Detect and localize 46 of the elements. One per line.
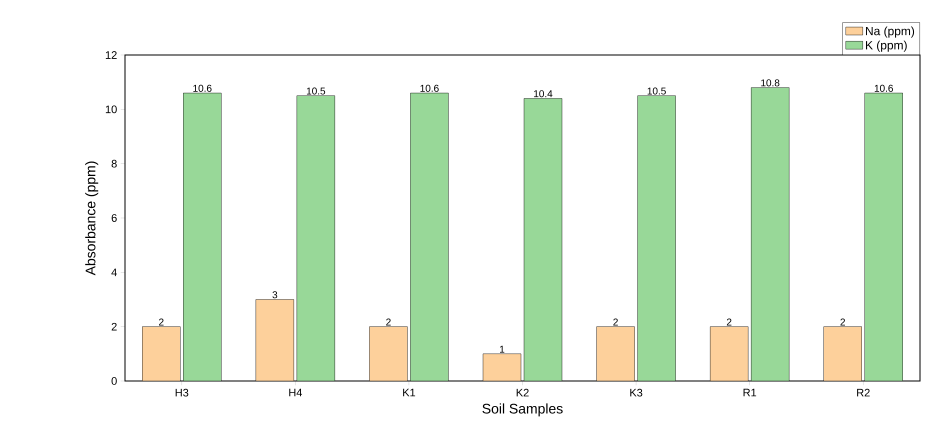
y-tick-label: 4 [111, 268, 117, 276]
bar [183, 93, 222, 381]
bar [482, 354, 522, 381]
data-label: 10.5 [306, 88, 326, 95]
data-label: 2 [840, 318, 845, 326]
bar [524, 98, 562, 381]
data-label: 2 [159, 318, 164, 326]
y-tick-label: 6 [112, 214, 117, 222]
y-tick-label: 12 [106, 51, 117, 59]
x-tick-label: R1 [744, 388, 756, 396]
y-tick-label: 0 [112, 377, 117, 385]
legend-label: Na (ppm) [866, 26, 914, 38]
y-axis-title: Absorbance (ppm) [85, 162, 98, 276]
bar [410, 92, 449, 381]
x-tick-label: K1 [403, 388, 416, 396]
bar [710, 326, 748, 381]
data-label: 10.6 [420, 84, 439, 92]
bar [296, 96, 336, 381]
x-tick-label: K2 [516, 388, 529, 396]
bar [750, 87, 790, 381]
bar [369, 326, 408, 381]
data-label: 3 [272, 291, 278, 298]
y-tick-label: 8 [112, 160, 117, 168]
data-label: 2 [386, 318, 391, 326]
data-label: 10.6 [874, 84, 893, 92]
y-tick-label: 10 [106, 105, 117, 114]
x-tick-label: K3 [630, 388, 642, 397]
x-tick-label: R2 [857, 388, 870, 396]
bar [142, 326, 180, 381]
x-tick-label: H3 [176, 388, 188, 397]
x-axis-title: Soil Samples [482, 403, 563, 416]
bar [596, 326, 635, 381]
bar [824, 326, 862, 381]
data-label: 2 [613, 318, 618, 326]
x-tick-label: H4 [289, 388, 302, 396]
legend-label: K (ppm) [866, 40, 907, 52]
data-label: 1 [500, 346, 504, 353]
data-label: 10.4 [534, 90, 552, 98]
bar [864, 92, 903, 381]
data-label: 10.8 [761, 79, 780, 86]
bar [256, 299, 294, 381]
y-tick-label: 2 [112, 322, 117, 330]
data-label: 10.6 [193, 84, 212, 92]
bar [637, 96, 676, 381]
data-label: 2 [726, 318, 732, 326]
data-label: 10.5 [648, 88, 666, 95]
